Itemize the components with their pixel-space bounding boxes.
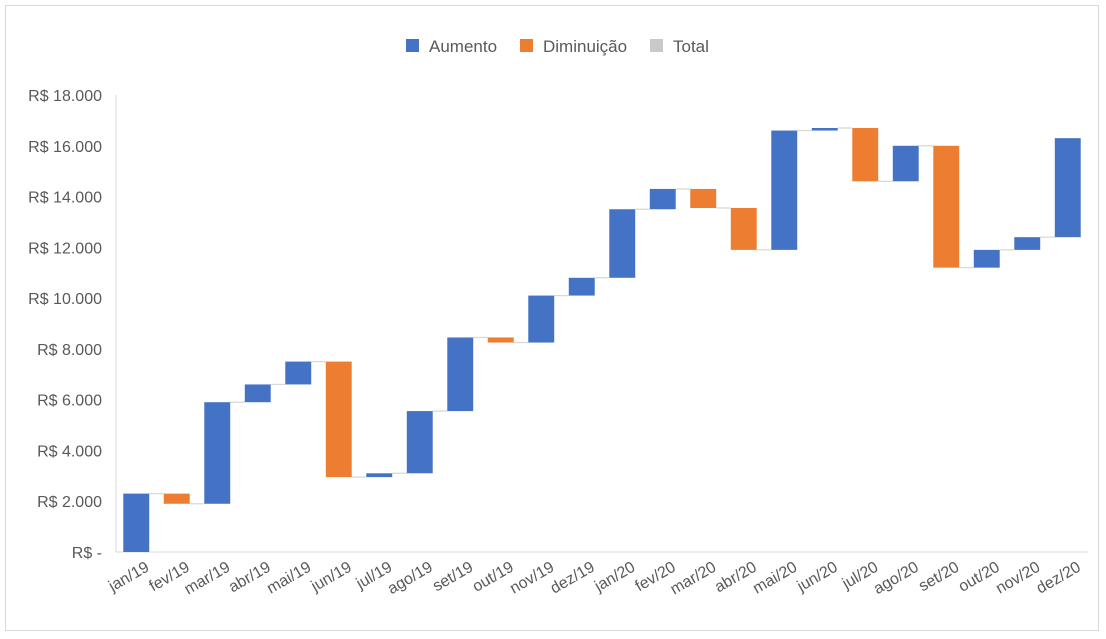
legend-swatch-total [650, 39, 663, 52]
bar-mai-19-increase [285, 361, 312, 385]
bar-jun-19-decrease [325, 361, 352, 478]
bar-jul-20-decrease [852, 128, 879, 182]
bars [123, 128, 1081, 552]
y-tick-label: R$ 14.000 [28, 190, 102, 207]
y-tick-label: R$ 6.000 [37, 393, 102, 410]
legend: Aumento Diminuição Total [406, 37, 709, 56]
x-axis: jan/19fev/19mar/19abr/19mai/19jun/19jul/… [105, 551, 1088, 599]
bar-jun-20-increase [811, 128, 838, 131]
x-tick-label: set/20 [916, 559, 962, 596]
y-tick-label: R$ 10.000 [28, 291, 102, 308]
x-tick-label: jan/19 [105, 559, 152, 596]
bar-abr-20-decrease [730, 207, 757, 250]
x-tick-label: dez/20 [1034, 559, 1084, 598]
legend-swatch-decrease [520, 39, 533, 52]
bar-dez-19-increase [568, 277, 595, 296]
x-tick-label: mai/19 [264, 559, 314, 598]
waterfall-chart: Aumento Diminuição Total R$ - R$ 2.000 R$ 4.… [28, 37, 1088, 599]
y-tick-label: R$ 2.000 [37, 494, 102, 511]
bar-ago-20-increase [892, 145, 919, 182]
bar-mar-20-decrease [690, 188, 717, 208]
x-tick-label: jun/20 [794, 559, 841, 596]
chart-area: Aumento Diminuição Total R$ - R$ 2.000 R$ 4.… [5, 5, 1099, 631]
x-tick-label: jun/19 [308, 559, 355, 596]
bar-out-20-increase [973, 249, 1000, 268]
bar-mai-20-increase [771, 130, 798, 250]
bar-out-19-decrease [487, 337, 514, 343]
legend-swatch-increase [406, 39, 419, 52]
bar-set-20-decrease [933, 145, 960, 268]
y-tick-label: R$ 8.000 [37, 342, 102, 359]
x-tick-label: mar/20 [668, 559, 720, 599]
x-tick-label: out/20 [956, 559, 1003, 596]
y-tick-label: R$ 12.000 [28, 240, 102, 257]
x-tick-label: nov/20 [993, 559, 1043, 598]
y-tick-label: R$ - [72, 545, 102, 562]
x-tick-label: mai/20 [750, 559, 800, 598]
legend-label-increase: Aumento [429, 37, 497, 56]
y-tick-label: R$ 16.000 [28, 139, 102, 156]
bar-ago-19-increase [406, 411, 433, 474]
connector-lines [149, 127, 1055, 505]
x-tick-label: dez/19 [548, 559, 598, 598]
bar-fev-19-decrease [163, 493, 190, 504]
x-tick-label: abr/19 [226, 559, 274, 596]
bar-set-19-increase [447, 337, 474, 412]
x-tick-label: set/19 [430, 559, 476, 596]
bar-fev-20-increase [649, 188, 676, 210]
bar-jan-19-increase [123, 493, 150, 552]
y-tick-label: R$ 18.000 [28, 88, 102, 105]
bar-nov-19-increase [528, 295, 555, 343]
bar-nov-20-increase [1014, 237, 1041, 250]
legend-label-total: Total [673, 37, 709, 56]
y-tick-label: R$ 4.000 [37, 443, 102, 460]
bar-mar-19-increase [204, 402, 231, 504]
bar-abr-19-increase [244, 384, 271, 403]
x-tick-label: ago/20 [871, 559, 922, 598]
bar-jul-19-increase [366, 473, 393, 478]
bar-jan-20-increase [609, 209, 636, 278]
legend-label-decrease: Diminuição [543, 37, 627, 56]
y-axis: R$ - R$ 2.000 R$ 4.000 R$ 6.000 R$ 8.000 R$ 1… [28, 88, 117, 562]
x-tick-label: nov/19 [507, 559, 557, 598]
x-tick-label: mar/19 [182, 559, 234, 599]
bar-dez-20-increase [1054, 138, 1081, 238]
x-tick-label: abr/20 [712, 559, 760, 596]
x-tick-label: out/19 [470, 559, 517, 596]
x-tick-label: ago/19 [385, 559, 436, 598]
x-tick-label: jan/20 [591, 559, 638, 596]
